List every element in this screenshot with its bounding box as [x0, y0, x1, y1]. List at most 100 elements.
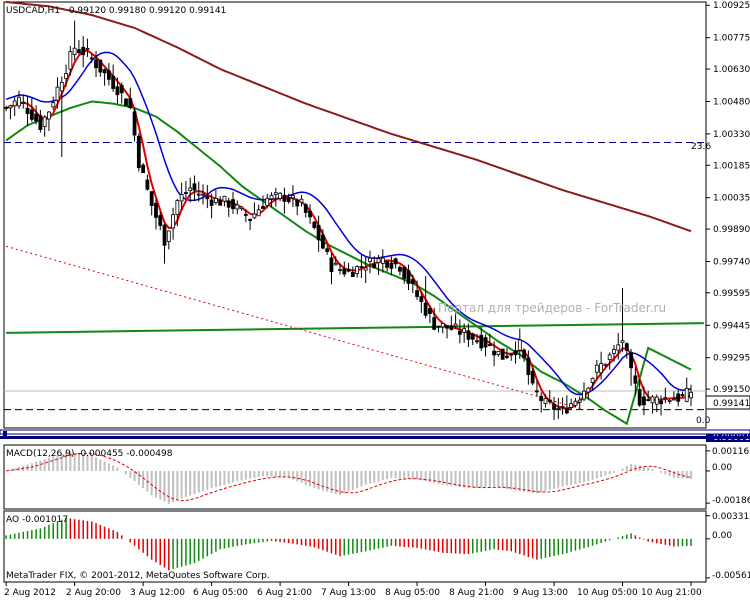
candle-body — [25, 107, 30, 115]
candle-body — [269, 194, 274, 200]
candle-body — [577, 399, 582, 403]
candle-body — [380, 257, 385, 264]
candle-body — [124, 98, 128, 107]
candle-body — [671, 398, 676, 401]
candle-body — [457, 330, 462, 335]
candle-body — [17, 96, 21, 107]
candle-body — [440, 323, 445, 328]
ao-pane[interactable] — [3, 510, 710, 583]
candle-body — [184, 192, 188, 194]
ma-long-line — [6, 1, 692, 233]
candle-body — [201, 193, 205, 196]
candle-body — [136, 135, 141, 169]
candle-body — [141, 164, 146, 174]
candle-body — [642, 396, 646, 406]
green-trend-line — [6, 322, 704, 334]
price-tick-label: 0.99150 — [713, 385, 750, 395]
candle-body — [64, 73, 68, 79]
candle-body — [21, 101, 26, 104]
candle-body — [569, 403, 574, 408]
candle-body — [312, 221, 317, 229]
candle-body — [684, 387, 689, 402]
candle-body — [85, 47, 90, 50]
candle-body — [564, 407, 569, 414]
candle-body — [286, 197, 291, 203]
candle-body — [192, 183, 197, 191]
price-tick-label: 1.00775 — [713, 34, 750, 44]
candle-body — [239, 206, 244, 209]
candle-body — [607, 354, 612, 361]
time-tick-label: 7 Aug 13:00 — [321, 588, 376, 598]
candle-body — [663, 397, 668, 400]
candle-body — [517, 339, 522, 351]
ao-label: AO -0.001017 — [6, 515, 68, 525]
time-tick-label: 6 Aug 05:00 — [193, 588, 248, 598]
candle-body — [530, 370, 535, 384]
candle-body — [213, 198, 218, 204]
candle-body — [226, 200, 231, 208]
candle-body — [535, 390, 539, 393]
candle-body — [166, 230, 171, 242]
candle-body — [111, 75, 116, 89]
candle-body — [350, 272, 355, 278]
candle-body — [423, 302, 428, 316]
candle-body — [573, 400, 578, 406]
candle-body — [316, 225, 321, 241]
macd-tick-label: 0.00 — [712, 463, 732, 473]
candle-body — [209, 199, 214, 206]
candle-body — [42, 116, 47, 128]
candle-body — [89, 57, 94, 60]
candle-body — [475, 340, 479, 343]
candle-body — [149, 191, 154, 206]
candle-body — [128, 98, 133, 108]
candle-body — [406, 270, 411, 284]
candle-body — [359, 266, 364, 268]
time-tick-label: 6 Aug 21:00 — [257, 588, 312, 598]
candle-body — [689, 391, 693, 399]
candle-body — [513, 350, 518, 356]
candle-body — [38, 115, 43, 130]
fibo-level-0-label: 0.0 — [696, 416, 711, 426]
candle-body — [34, 113, 39, 122]
ma-mid-line — [5, 51, 692, 396]
candle-body — [368, 257, 372, 262]
price-tick-label: 1.00925 — [713, 1, 750, 11]
candle-body — [205, 196, 210, 200]
time-axis: 2 Aug 2012 2 Aug 20:00 3 Aug 12:00 6 Aug… — [4, 588, 702, 598]
candle-body — [106, 70, 111, 80]
candle-body — [487, 344, 492, 346]
main-price-pane[interactable]: 1.00925 1.00775 1.00630 1.00480 1.00330 1.001… — [3, 1, 750, 429]
price-tick-label: 1.00630 — [713, 65, 750, 75]
candle-body — [342, 268, 347, 275]
copyright-text: MetaTrader FIX, © 2001-2012, MetaQuotes … — [6, 571, 270, 581]
candle-body — [291, 195, 295, 199]
candle-body — [77, 49, 81, 54]
candle-body — [470, 333, 475, 340]
candle-body — [154, 202, 158, 218]
candle-body — [539, 395, 544, 402]
candle-body — [505, 355, 509, 358]
candle-body — [466, 330, 471, 340]
price-tick-label: 0.99890 — [713, 225, 750, 235]
candle-body — [419, 296, 424, 303]
candle-body — [231, 199, 235, 210]
candle-body — [453, 323, 458, 327]
candle-body — [436, 325, 441, 328]
candle-body — [556, 407, 561, 410]
time-tick-label: 2 Aug 2012 — [4, 588, 56, 598]
candle-body — [646, 399, 651, 401]
candle-body — [445, 325, 449, 329]
candle-body — [680, 394, 685, 397]
price-tick-label: 1.00480 — [713, 97, 750, 107]
time-tick-label: 8 Aug 05:00 — [385, 588, 440, 598]
candle-body — [51, 102, 56, 108]
candle-body — [462, 328, 467, 333]
macd-pane[interactable] — [3, 444, 710, 510]
candle-body — [145, 179, 150, 190]
candle-body — [47, 111, 51, 120]
price-tick-label: 0.99295 — [713, 354, 750, 364]
candle-body — [29, 109, 34, 120]
candle-body — [376, 258, 381, 264]
